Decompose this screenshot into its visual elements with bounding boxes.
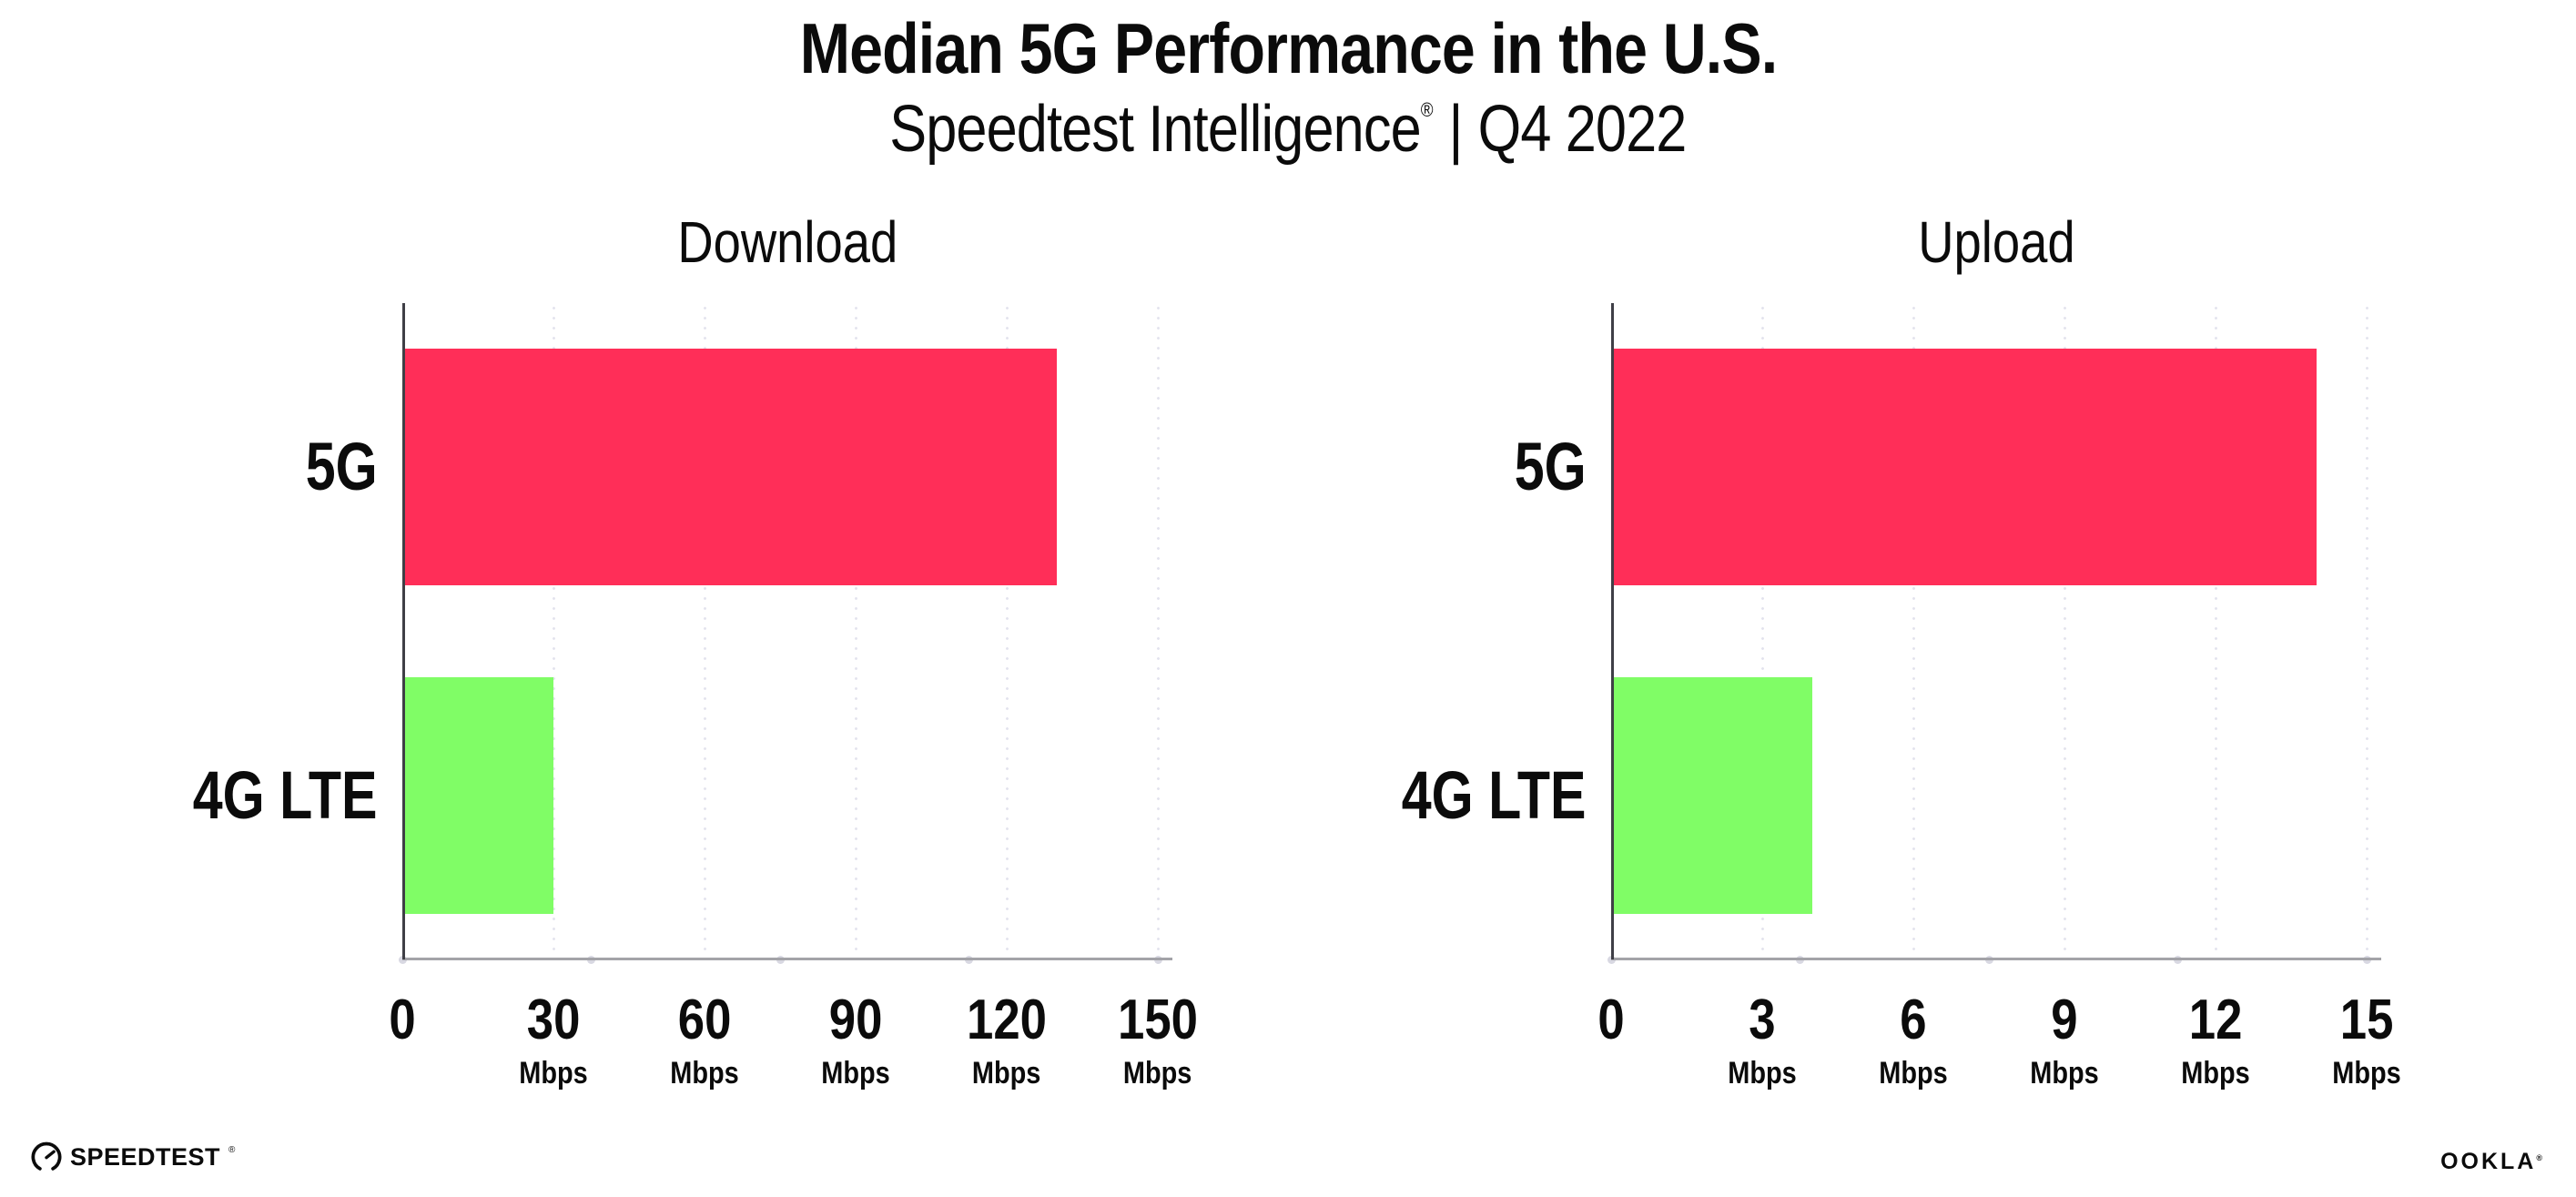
download-tick-number-60: 60: [677, 989, 732, 1051]
download-plot-area: [398, 303, 1172, 964]
download-tick-unit-120: Mbps: [972, 1056, 1041, 1090]
upload-chart-title-text: Upload: [1917, 209, 2075, 275]
download-tick-120: 120 Mbps: [959, 989, 1053, 1090]
page-title: Median 5G Performance in the U.S.: [0, 13, 2576, 84]
download-tick-unit-150: Mbps: [1123, 1056, 1192, 1090]
upload-tick-6: 6 Mbps: [1873, 989, 1954, 1090]
subtitle-period: Q4 2022: [1477, 93, 1688, 166]
download-x-axis-line: [402, 958, 1172, 960]
upload-tick-15: 15 Mbps: [2327, 989, 2408, 1090]
upload-category-label-text-5g: 5G: [1515, 429, 1587, 505]
speedtest-gauge-icon: [31, 1141, 62, 1172]
download-gridline-30-mbps: [552, 303, 555, 959]
download-tick-30: 30 Mbps: [513, 989, 594, 1090]
upload-category-label-5g: 5G: [1496, 433, 1587, 501]
upload-gridline-3-mbps: [1760, 303, 1764, 959]
upload-tick-number-6: 6: [1900, 989, 1927, 1051]
speedtest-logo-text: SPEEDTEST: [70, 1142, 221, 1171]
download-category-label-5g: 5G: [288, 433, 378, 501]
upload-tick-unit-6: Mbps: [1879, 1056, 1948, 1090]
upload-gridline-12-mbps: [2214, 303, 2217, 959]
upload-gridline-9-mbps: [2063, 303, 2066, 959]
upload-y-axis-line: [1611, 303, 1614, 959]
speedtest-trademark: ®: [228, 1144, 236, 1155]
download-tick-number-150: 150: [1118, 989, 1198, 1051]
upload-tick-number-12: 12: [2188, 989, 2243, 1051]
upload-tick-number-3: 3: [1749, 989, 1776, 1051]
download-tick-number-120: 120: [967, 989, 1047, 1051]
subtitle-separator: |: [1448, 93, 1464, 166]
ookla-logo: OOKLA®: [2440, 1149, 2542, 1175]
upload-tick-unit-9: Mbps: [2030, 1056, 2099, 1090]
ookla-logo-text: OOKLA: [2440, 1149, 2537, 1174]
upload-tick-number-9: 9: [2051, 989, 2078, 1051]
upload-tick-12: 12 Mbps: [2175, 989, 2257, 1090]
upload-category-label-text-4g-lte: 4G LTE: [1402, 756, 1587, 833]
upload-tick-3: 3 Mbps: [1722, 989, 1803, 1090]
upload-gridline-15-mbps: [2365, 303, 2368, 959]
download-tick-unit-60: Mbps: [670, 1056, 739, 1090]
speedtest-logo: SPEEDTEST ®: [31, 1141, 235, 1172]
upload-bar-5g: [1611, 349, 2317, 586]
download-category-label-4g-lte: 4G LTE: [147, 756, 378, 833]
download-chart-title: Download: [402, 213, 1172, 271]
upload-tick-0: 0: [1596, 992, 1627, 1049]
upload-tick-9: 9 Mbps: [2024, 989, 2105, 1090]
upload-bar-4g-lte: [1611, 676, 1813, 914]
download-y-axis-line: [402, 303, 405, 959]
download-category-label-text-5g: 5G: [306, 429, 378, 505]
upload-x-axis-line: [1611, 958, 2381, 960]
download-gridline-150-mbps: [1156, 303, 1160, 959]
download-category-label-text-4g-lte: 4G LTE: [193, 756, 378, 833]
upload-tick-unit-12: Mbps: [2181, 1056, 2250, 1090]
download-tick-unit-30: Mbps: [519, 1056, 588, 1090]
download-bar-5g: [402, 349, 1058, 586]
page-subtitle-text: Speedtest Intelligence® | Q4 2022: [889, 96, 1687, 162]
download-tick-number-90: 90: [828, 989, 883, 1051]
upload-tick-unit-15: Mbps: [2332, 1056, 2401, 1090]
download-chart-title-text: Download: [677, 209, 898, 275]
download-tick-0: 0: [387, 992, 418, 1049]
page-title-text: Median 5G Performance in the U.S.: [799, 8, 1777, 88]
download-tick-number-0: 0: [389, 989, 416, 1051]
subtitle-registered-mark: ®: [1420, 98, 1434, 121]
ookla-trademark: ®: [2536, 1153, 2542, 1162]
page-subtitle: Speedtest Intelligence® | Q4 2022: [0, 96, 2576, 162]
upload-plot-area: [1607, 303, 2381, 964]
download-tick-60: 60 Mbps: [664, 989, 745, 1090]
download-tick-150: 150 Mbps: [1111, 989, 1204, 1090]
upload-tick-number-0: 0: [1597, 989, 1625, 1051]
download-gridline-90-mbps: [854, 303, 857, 959]
download-tick-90: 90 Mbps: [816, 989, 897, 1090]
upload-chart-title: Upload: [1611, 213, 2381, 271]
subtitle-brand: Speedtest Intelligence: [889, 93, 1421, 166]
upload-category-label-4g-lte: 4G LTE: [1355, 756, 1587, 833]
download-gridline-60-mbps: [703, 303, 706, 959]
download-gridline-120-mbps: [1005, 303, 1009, 959]
upload-gridline-6-mbps: [1912, 303, 1915, 959]
upload-tick-number-15: 15: [2339, 989, 2394, 1051]
download-bar-4g-lte: [402, 676, 553, 914]
upload-tick-unit-3: Mbps: [1728, 1056, 1797, 1090]
upload-chart-panel: Upload 5G 4G LTE 0 3 Mbps 6 Mbps 9 Mbps 12 Mbps 15 M…: [1402, 0, 2401, 1197]
download-tick-number-30: 30: [526, 989, 581, 1051]
download-tick-unit-90: Mbps: [821, 1056, 890, 1090]
download-chart-panel: Download 5G 4G LTE 0 30 Mbps 60 Mbps 90 Mbps 120 M…: [193, 0, 1198, 1197]
